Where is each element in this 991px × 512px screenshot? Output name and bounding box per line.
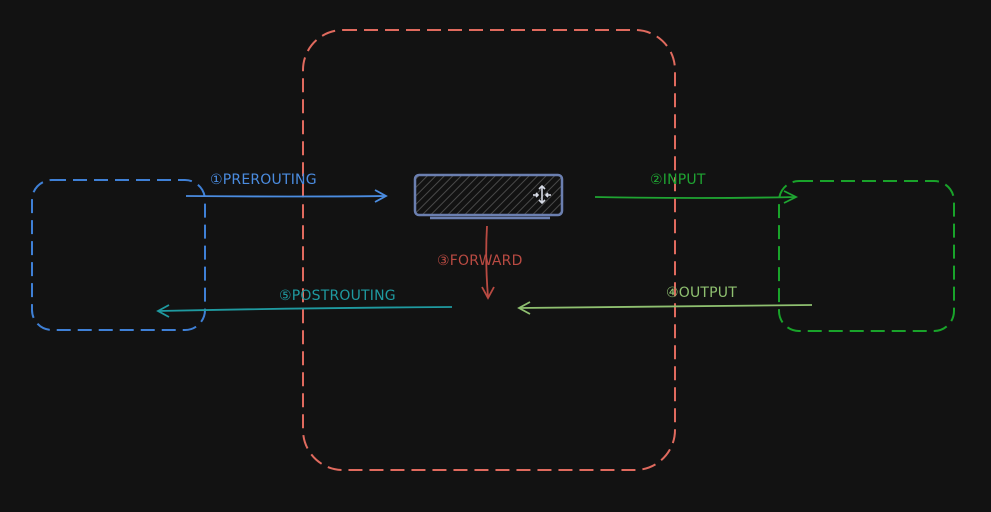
forward-label: ③FORWARD (437, 253, 523, 269)
kernel-region (302, 29, 676, 471)
prerouting-arrow (185, 189, 388, 203)
postrouting-arrow (156, 304, 453, 318)
output-arrow (517, 301, 813, 315)
input-arrow (594, 190, 799, 204)
left-network-region (31, 179, 206, 331)
input-label: ②INPUT (650, 172, 706, 188)
forward-arrow (481, 225, 495, 300)
local-process-region (778, 180, 955, 332)
output-label: ④OUTPUT (666, 285, 737, 301)
router-icon (413, 173, 564, 220)
postrouting-label: ⑤POSTROUTING (279, 288, 396, 304)
prerouting-label: ①PREROUTING (210, 172, 317, 188)
